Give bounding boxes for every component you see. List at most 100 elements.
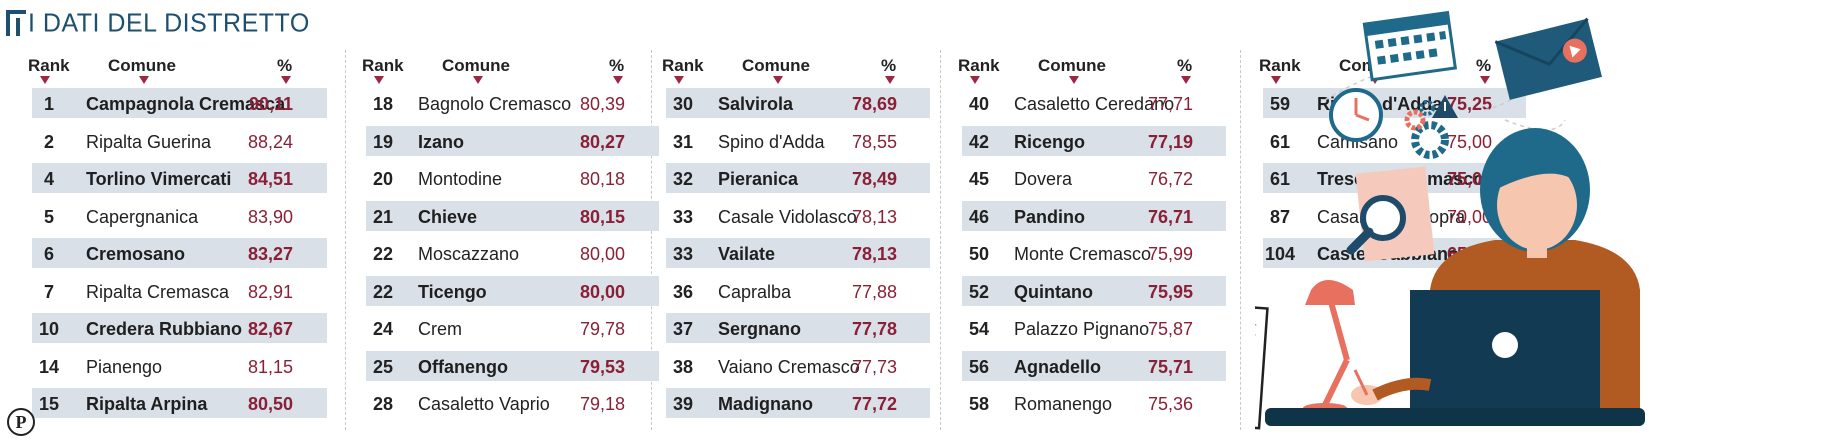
sort-arrow-icon[interactable] <box>473 76 483 84</box>
rank-cell: 33 <box>672 206 694 227</box>
table-row: 28 Casaletto Vaprio 79,18 <box>366 388 659 418</box>
comune-cell: Campagnola Cremasca <box>86 94 286 114</box>
rank-cell: 54 <box>968 319 990 339</box>
sort-arrow-icon[interactable] <box>970 76 980 84</box>
header-pct[interactable]: % <box>1177 56 1193 75</box>
percent-cell: 83,90 <box>247 206 293 227</box>
comune-cell: Capergnanica <box>86 206 199 227</box>
table-row: 52 Quintano 75,95 <box>962 275 1226 306</box>
sort-arrow-icon[interactable] <box>374 76 384 84</box>
sort-arrow-icon[interactable] <box>40 76 50 84</box>
table-row: 5 Capergnanica 83,90 <box>32 201 327 231</box>
sort-arrow-icon[interactable] <box>674 76 684 84</box>
table-row: 14 Pianengo 81,15 <box>32 351 327 381</box>
rank-cell: 4 <box>43 169 54 189</box>
warning-icon <box>1432 95 1458 118</box>
header-rank[interactable]: Rank <box>662 56 704 75</box>
header-rank[interactable]: Rank <box>362 56 404 75</box>
percent-cell: 80,18 <box>579 169 625 189</box>
sort-arrow-icon[interactable] <box>1480 76 1490 84</box>
rank-cell: 22 <box>372 281 394 302</box>
sort-arrow-icon[interactable] <box>1069 76 1079 84</box>
rank-cell: 50 <box>968 244 990 264</box>
comune-cell: Romanengo <box>1014 394 1113 414</box>
percent-cell: 75,95 <box>1147 281 1193 302</box>
table-row: 25 Offanengo 79,53 <box>366 350 659 381</box>
percent-cell: 80,15 <box>579 206 625 227</box>
header-comune[interactable]: Comune <box>442 56 510 75</box>
percent-cell: 88,24 <box>247 131 293 152</box>
header-comune[interactable]: Comune <box>742 56 810 75</box>
table-row: 33 Casale Vidolasco 78,13 <box>666 201 930 231</box>
table-row: 18 Bagnolo Cremasco 80,39 <box>366 88 659 118</box>
table-row: 37 Sergnano 77,78 <box>666 313 930 343</box>
table-row: 21 Chieve 80,15 <box>366 200 659 231</box>
rank-cell: 32 <box>672 169 694 189</box>
percent-cell: 75,71 <box>1147 356 1193 377</box>
column-separator <box>651 50 652 430</box>
rank-cell: 24 <box>372 319 394 339</box>
rank-cell: 31 <box>672 131 694 152</box>
percent-cell: 82,91 <box>247 281 293 302</box>
table-row: 50 Monte Cremasco 75,99 <box>962 238 1226 268</box>
rank-cell: 10 <box>38 319 60 339</box>
rank-cell: 25 <box>372 356 394 377</box>
rank-cell: 30 <box>672 94 694 114</box>
table-row: 58 Romanengo 75,36 <box>962 388 1226 418</box>
table-row: 31 Spino d'Adda 78,55 <box>666 126 930 156</box>
percent-cell: 75,36 <box>1147 394 1193 414</box>
header-pct[interactable]: % <box>881 56 897 75</box>
comune-cell: Bagnolo Cremasco <box>418 94 572 114</box>
clock-icon <box>1329 88 1383 142</box>
table-column-1: Rank Comune% 1 Campagnola Cremasca 90,11 2 Rip… <box>28 54 327 426</box>
percent-cell: 79,18 <box>579 394 625 414</box>
header-pct[interactable]: % <box>609 56 625 75</box>
percent-cell: 75,99 <box>1147 244 1193 264</box>
rank-cell: 38 <box>672 356 694 377</box>
rank-cell: 40 <box>968 94 990 114</box>
header-comune[interactable]: Comune <box>108 56 176 75</box>
comune-cell: Monte Cremasco <box>1014 244 1152 264</box>
header-comune[interactable]: Comune <box>1038 56 1106 75</box>
comune-cell: Agnadello <box>1014 356 1102 377</box>
sort-arrow-icon[interactable] <box>613 76 623 84</box>
gear-icon <box>1404 100 1449 159</box>
table-header: Rank Comune% <box>958 54 1226 88</box>
hand-with-pen-icon <box>1351 369 1432 405</box>
rank-cell: 39 <box>672 394 694 414</box>
rank-cell: 104 <box>1264 244 1296 264</box>
header-rank[interactable]: Rank <box>1259 56 1301 75</box>
sort-arrow-icon[interactable] <box>139 76 149 84</box>
header-pct[interactable]: % <box>277 56 293 75</box>
rank-cell: 52 <box>968 281 990 302</box>
sort-arrow-icon[interactable] <box>1181 76 1191 84</box>
header-rank[interactable]: Rank <box>958 56 1000 75</box>
comune-cell: Credera Rubbiano <box>86 319 243 339</box>
percent-cell: 80,00 <box>579 281 625 302</box>
comune-cell: Vaiano Cremasco <box>718 356 860 377</box>
percent-cell: 78,13 <box>851 244 897 264</box>
rank-cell: 56 <box>968 356 990 377</box>
table-row: 36 Capralba 77,88 <box>666 276 930 306</box>
sort-arrow-icon[interactable] <box>1271 76 1281 84</box>
table-column-2: Rank Comune% 18 Bagnolo Cremasco 80,39 19 Izan… <box>362 54 659 426</box>
comune-cell: Ripalta Guerina <box>86 131 212 152</box>
table-row: 46 Pandino 76,71 <box>962 200 1226 231</box>
table-row: 45 Dovera 76,72 <box>962 163 1226 193</box>
table-row: 6 Cremosano 83,27 <box>32 238 327 268</box>
percent-cell: 77,72 <box>851 394 897 414</box>
publisher-logo: P <box>7 408 35 436</box>
rank-cell: 7 <box>43 281 54 302</box>
column-separator <box>940 50 941 430</box>
header-rank[interactable]: Rank <box>28 56 70 75</box>
comune-cell: Sergnano <box>718 319 802 339</box>
sort-arrow-icon[interactable] <box>773 76 783 84</box>
rank-cell: 33 <box>672 244 694 264</box>
rank-cell: 6 <box>43 244 54 264</box>
rank-cell: 42 <box>968 131 990 152</box>
header-pct[interactable]: % <box>1476 56 1492 75</box>
percent-cell: 70,00 <box>1446 206 1492 227</box>
sort-arrow-icon[interactable] <box>281 76 291 84</box>
rank-cell: 21 <box>372 206 394 227</box>
sort-arrow-icon[interactable] <box>885 76 895 84</box>
